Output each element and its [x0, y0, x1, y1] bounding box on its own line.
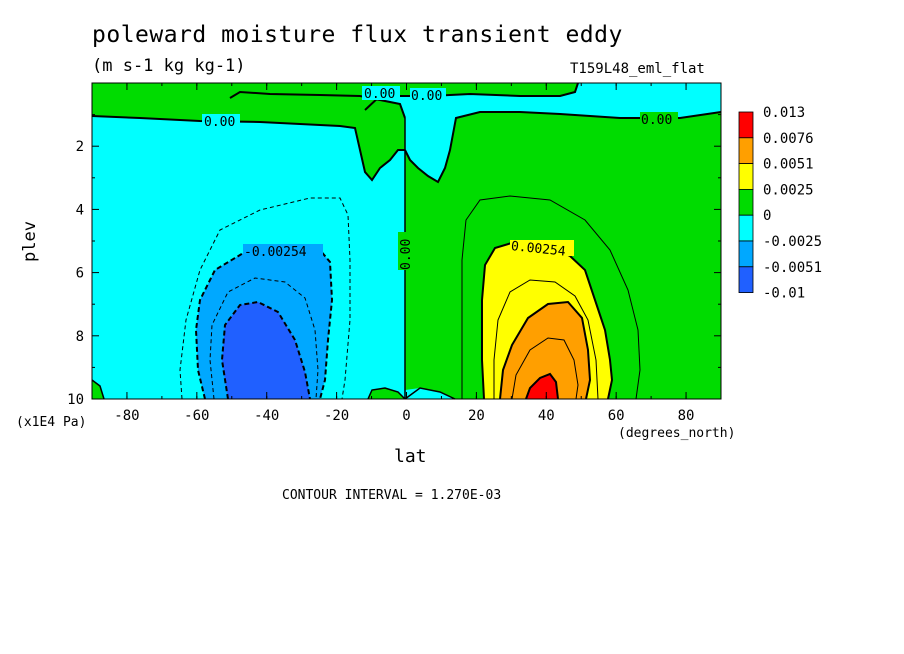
- contour-pos6: [525, 372, 559, 400]
- fill-green-sw-corner: [92, 380, 104, 399]
- x-tick-label: 20: [468, 408, 485, 424]
- contour-pos5: [511, 337, 579, 400]
- x-tick-label: -60: [184, 408, 209, 424]
- contour-zero-sw: [91, 379, 105, 400]
- contour-lines: [91, 82, 722, 400]
- colorbar-label: 0.0076: [763, 131, 814, 147]
- x-tick-label: 80: [678, 408, 695, 424]
- contour-zero-small-sh: [367, 387, 406, 400]
- contour-neg4: [220, 300, 311, 400]
- contour-label: 0.00: [204, 115, 235, 130]
- colorbar-label: 0.0051: [763, 157, 814, 173]
- contour-label: 0.00: [364, 87, 395, 102]
- colorbar-swatch: [738, 266, 754, 293]
- chart-units: (m s-1 kg kg-1): [92, 56, 246, 76]
- y-tick-label: 8: [76, 329, 84, 345]
- colorbar-label: 0.0025: [763, 182, 814, 198]
- y-axis: 2 4 6 8 10: [67, 114, 721, 408]
- x-tick-label: -40: [254, 408, 279, 424]
- x-tick-label: -80: [114, 408, 139, 424]
- colorbar-label: -0.0025: [763, 234, 822, 250]
- y-tick-label: 2: [76, 139, 84, 155]
- fill-green-sh-top: [92, 83, 578, 180]
- contour-interval: CONTOUR INTERVAL = 1.270E-03: [282, 488, 502, 503]
- colorbar-label: 0: [763, 208, 771, 224]
- colorbar-swatch: [738, 163, 754, 190]
- x-axis-unit: (degrees_north): [618, 426, 736, 441]
- contour-zero-small-nh: [404, 387, 456, 400]
- contour-label-group: 0.00 0.00 0.00 0.00 -0.00254 0.00 0.0025…: [202, 86, 678, 270]
- colorbar-swatch: [738, 111, 754, 139]
- contour-neg3: [209, 277, 319, 400]
- contour-neg2: [194, 243, 334, 400]
- contour-pos1: [461, 195, 641, 400]
- fill-blue-dark: [222, 302, 310, 399]
- colorbar-swatch: [738, 240, 754, 268]
- colorbar-swatch: [738, 188, 754, 216]
- colorbar-label: 0.013: [763, 105, 805, 121]
- y-tick-label: 10: [67, 392, 84, 408]
- fill-red: [526, 374, 558, 399]
- fill-orange: [500, 302, 590, 399]
- chart-title: poleward moisture flux transient eddy: [92, 22, 623, 48]
- contour-pos4: [499, 300, 592, 400]
- fill-cyan-north-top: [230, 83, 721, 182]
- x-tick-label: 40: [538, 408, 555, 424]
- colorbar-label: -0.01: [763, 286, 805, 302]
- x-axis-label: lat: [394, 446, 427, 467]
- fill-green-eq-south: [368, 388, 405, 399]
- contour-zero-nh: [404, 111, 722, 184]
- contour-label: -0.00254: [244, 245, 307, 260]
- x-tick-label: 60: [608, 408, 625, 424]
- colorbar-swatch: [738, 214, 754, 242]
- x-axis: -80 -60 -40 -20 0 20 40 60 80: [91, 83, 722, 424]
- contour-label: 0.00: [399, 239, 414, 270]
- y-tick-label: 4: [76, 202, 84, 218]
- colorbar-label: -0.0051: [763, 260, 822, 276]
- y-tick-label: 6: [76, 266, 84, 282]
- contour-label: 0.00: [641, 113, 672, 128]
- contour-pos3: [493, 279, 599, 400]
- plot-fill: [92, 83, 721, 399]
- contour-label: 0.00: [411, 89, 442, 104]
- x-tick-label: 0: [402, 408, 410, 424]
- colorbar: 0.013 0.0076 0.0051 0.0025 0 -0.0025 -0.0051 -0…: [738, 105, 822, 302]
- run-label: T159L48_eml_flat: [570, 61, 705, 77]
- x-tick-label: -20: [324, 408, 349, 424]
- contour-label: 0.00254: [510, 239, 566, 260]
- contour-neg1: [179, 197, 351, 400]
- colorbar-swatch: [738, 137, 754, 165]
- y-axis-unit: (x1E4 Pa): [16, 415, 87, 430]
